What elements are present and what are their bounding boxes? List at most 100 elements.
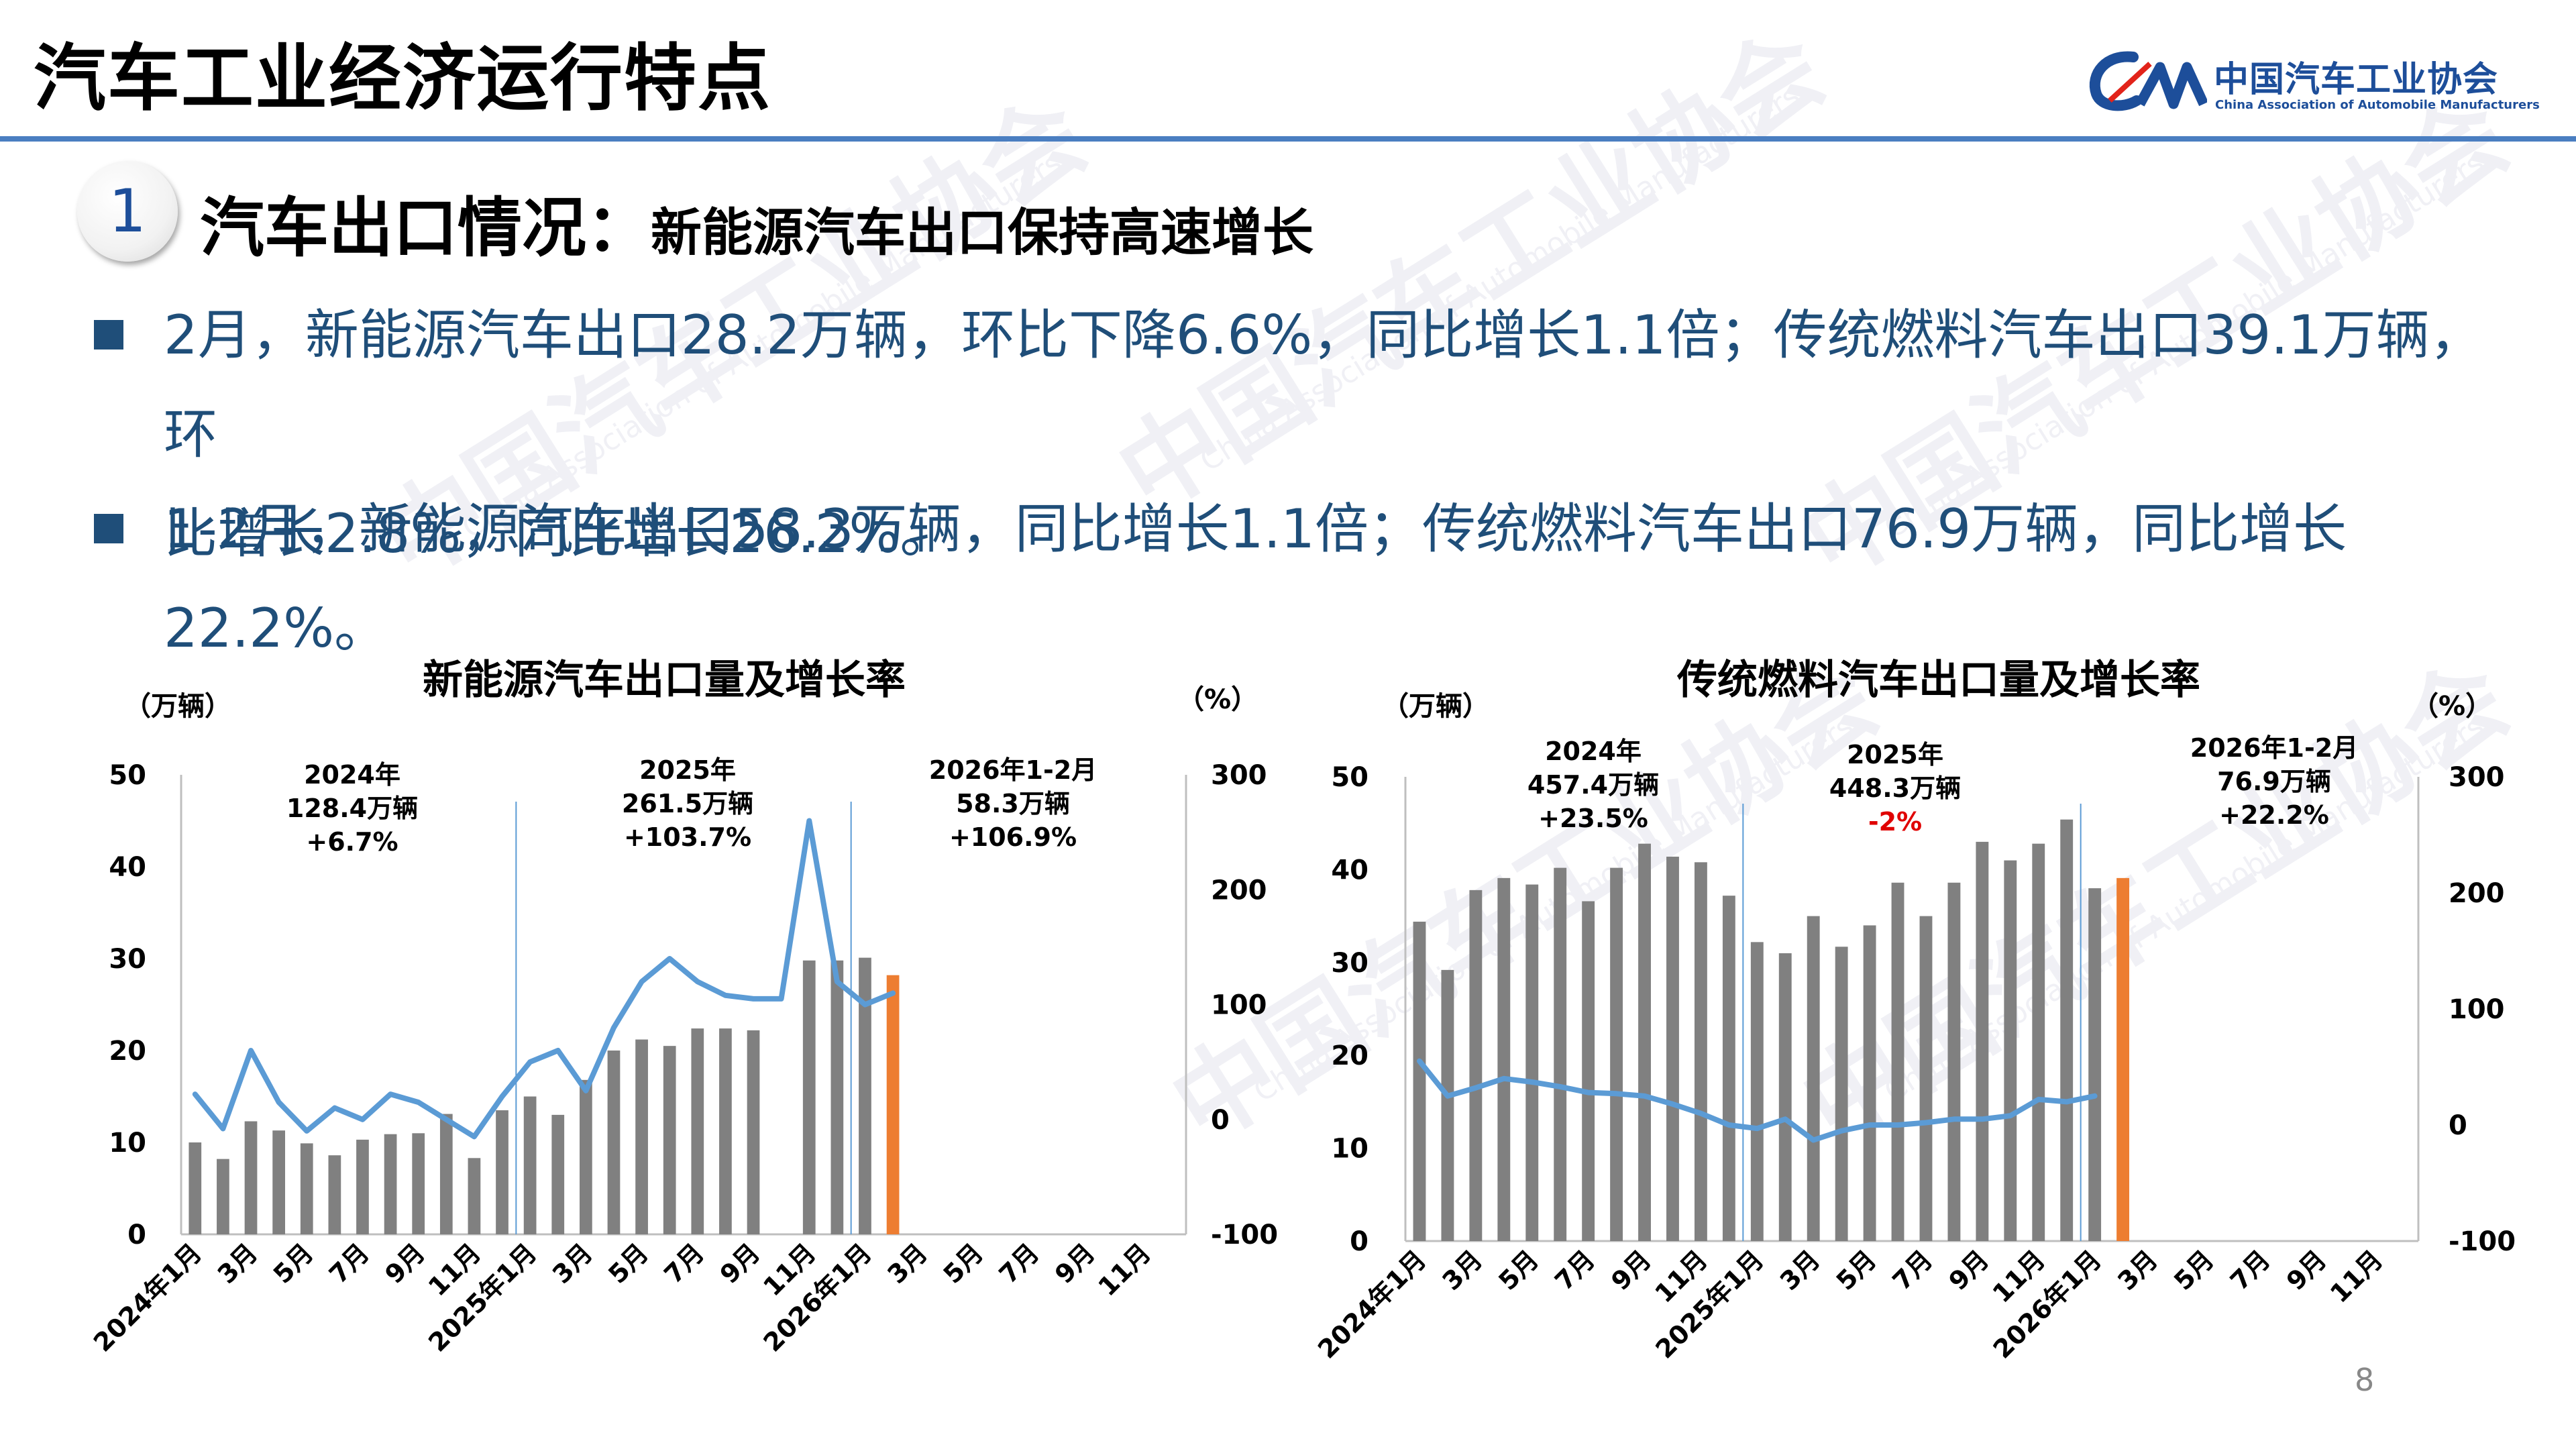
annotation-line: +23.5% [1538,804,1648,833]
annotation-line: 76.9万辆 [2217,767,2331,796]
annotation-line: 2024年 [1545,737,1642,766]
chart-title-ice: 传统燃料汽车出口量及增长率 [1677,657,2200,704]
x-tick-label: 7月 [1887,1244,1939,1296]
bar [1582,901,1595,1241]
bar [1863,925,1876,1241]
bar [579,1079,592,1234]
bar [328,1155,341,1234]
bar [1891,882,1904,1241]
growth-rate-line [1417,1058,2098,1143]
bar [607,1051,621,1234]
bar [523,1096,537,1234]
bar [691,1028,704,1234]
caam-logo: 中国汽车工业协会 China Association of Automobile… [2086,47,2556,121]
bar [551,1114,565,1234]
section-subtitle: 新能源汽车出口保持高速增长 [651,203,1313,262]
bar [663,1046,676,1234]
bar [1722,896,1735,1241]
y-tick-label-right: 100 [1211,990,1267,1021]
bar [1947,882,1961,1241]
logo-text-cn: 中国汽车工业协会 [2214,60,2499,100]
caam-logo-icon [2089,51,2208,111]
annotation-ice-2025: 2025年 448.3万辆 -2% [1778,738,2012,839]
y-tick-label-right: 0 [1211,1105,1230,1136]
annotation-line: 58.3万辆 [956,789,1070,818]
bar [719,1028,732,1234]
annotation-line-negative: -2% [1868,807,1923,837]
y-tick-label-right: -100 [1211,1220,1278,1250]
x-tick-label: 5月 [2168,1244,2220,1296]
annotation-line: +103.7% [623,822,752,852]
logo-text-en: China Association of Automobile Manufact… [2215,98,2540,112]
x-tick-label: 7月 [2224,1244,2276,1296]
y-axis-unit-right-nev: （%） [1177,684,1258,715]
y-tick-label-right: 0 [2449,1110,2467,1141]
bar [356,1139,369,1234]
x-tick-label: 11月 [2324,1244,2388,1308]
bar [1976,841,1989,1241]
annotation-nev-2025: 2025年 261.5万辆 +103.7% [570,753,805,854]
bar [384,1134,397,1234]
bar [1919,916,1933,1241]
bar [859,957,871,1234]
bar [2116,877,2130,1241]
bullet-text-1-line2: 比增长2.8%，同比增长26.2%。 [164,502,954,565]
bar [802,960,816,1234]
bar [830,960,844,1234]
y-tick-label-right: 100 [2449,994,2505,1025]
y-tick-label-left: 30 [109,944,146,975]
x-tick-label: 7月 [1549,1244,1601,1296]
annotation-line: +22.2% [2219,800,2329,830]
y-tick-label-left: 20 [1331,1040,1368,1071]
y-tick-label-right: 300 [2449,762,2505,793]
bar [1750,942,1764,1241]
x-tick-label: 2024年1月 [1312,1244,1432,1364]
bar [244,1121,258,1234]
bar [1807,916,1820,1241]
y-tick-label-right: 200 [1211,875,1267,906]
bar [1778,953,1792,1241]
bar [1835,947,1848,1241]
y-tick-label-right: 200 [2449,878,2505,909]
annotation-line: 2026年1-2月 [928,755,1097,785]
annotation-line: 128.4万辆 [286,794,419,823]
annotation-ice-2024: 2024年 457.4万辆 +23.5% [1476,735,1711,835]
bar [1554,867,1567,1241]
annotation-nev-2024: 2024年 128.4万辆 +6.7% [235,758,470,859]
bar [747,1030,760,1234]
bullet-text-1: 2月，新能源汽车出口28.2万辆，环比下降6.6%，同比增长1.1倍；传统燃料汽… [164,286,2512,584]
y-tick-label-right: -100 [2449,1226,2516,1257]
bar [886,975,900,1234]
annotation-line: +6.7% [306,827,398,857]
growth-rate-line [192,818,896,1140]
bullet-text-2-line1: 1-2月，新能源汽车出口58.3万辆，同比增长1.1倍；传统燃料汽车出口76.9… [164,498,2347,659]
annotation-line: 2025年 [1847,740,1943,769]
y-axis-unit-left-ice: （万辆） [1382,691,1489,722]
bar [2088,888,2102,1241]
page-title: 汽车工业经济运行特点 [34,37,772,121]
bar [1666,857,1679,1241]
header-divider [0,136,2576,142]
y-tick-label-left: 40 [109,852,146,883]
annotation-nev-2026: 2026年1-2月 58.3万辆 +106.9% [885,753,1140,854]
y-tick-label-left: 50 [1331,762,1368,793]
bar [1413,921,1426,1241]
section-title-main: 汽车出口情况： [200,191,651,266]
bullet-square-icon [94,320,123,350]
bar [1497,877,1511,1241]
y-tick-label-left: 0 [127,1220,146,1250]
bar [468,1158,481,1234]
bar [439,1114,453,1234]
bar [1525,884,1539,1241]
x-tick-label: 3月 [2112,1244,2163,1296]
annotation-line: 2024年 [304,760,400,790]
bar [1694,862,1707,1241]
bar [496,1110,508,1234]
bullet-text-2: 1-2月，新能源汽车出口58.3万辆，同比增长1.1倍；传统燃料汽车出口76.9… [164,480,2512,678]
x-tick-label: 3月 [1437,1244,1489,1296]
bar [272,1130,286,1234]
bar [412,1133,425,1234]
bar [2004,860,2017,1241]
x-tick-label: 5月 [1493,1244,1544,1296]
